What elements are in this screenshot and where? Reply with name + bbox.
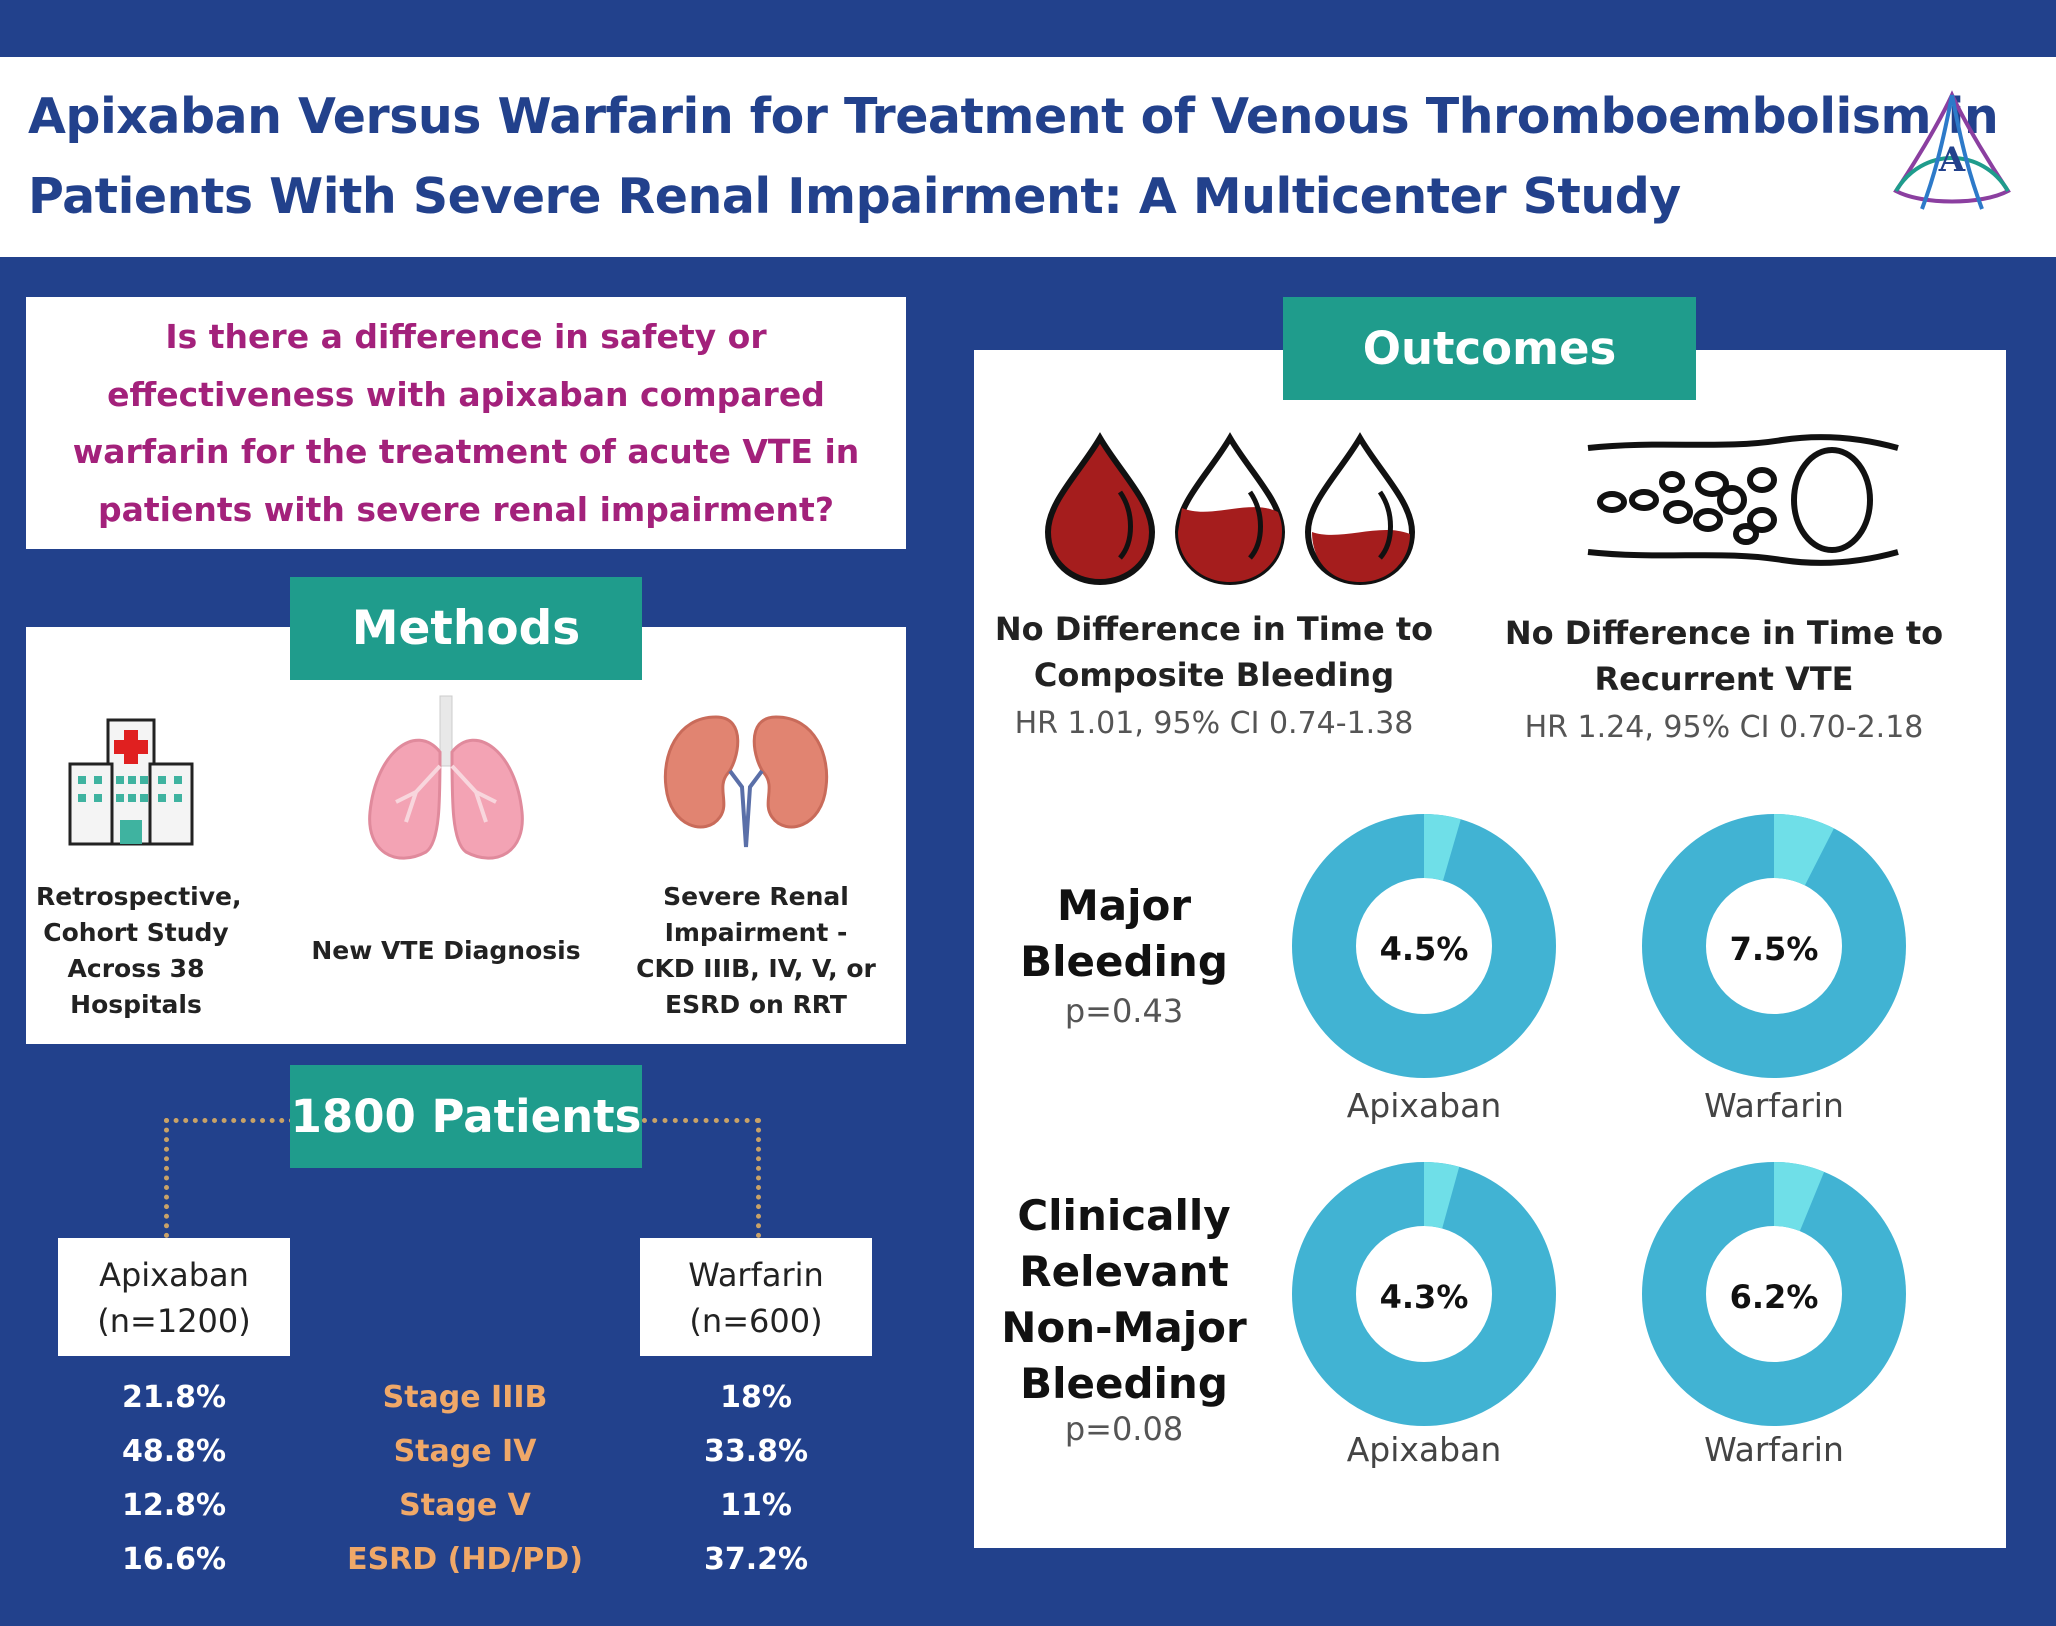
caption-line: No Difference in Time to	[994, 610, 1434, 648]
outcome-bleeding-caption: No Difference in Time to Composite Bleed…	[994, 606, 1434, 698]
caption-line: No Difference in Time to	[1504, 614, 1944, 652]
kidneys-icon	[663, 715, 829, 848]
caption-line: Severe Renal	[663, 882, 849, 911]
blood-drops-icon	[1044, 432, 1416, 586]
lungs-icon	[368, 695, 524, 860]
donut-value-slice	[1422, 814, 1461, 881]
organization-logo-icon: A	[1893, 90, 2011, 210]
method-caption-study: Retrospective, Cohort Study Across 38 Ho…	[36, 879, 242, 1023]
question-line: warfarin for the treatment of acute VTE …	[72, 432, 860, 471]
warfarin-group-box: Warfarin (n=600)	[640, 1238, 872, 1356]
major-apixaban-donut-chart: 4.5%	[1292, 814, 1556, 1078]
apixaban-group-box: Apixaban (n=1200)	[58, 1238, 290, 1356]
apixaban-stage-percent: 12.8%	[121, 1488, 227, 1523]
crnm-bleeding-p-value: p=0.08	[1064, 1410, 1184, 1448]
major-bleeding-p-value: p=0.43	[1064, 992, 1184, 1030]
donut-value-slice	[1772, 1162, 1825, 1232]
svg-text:A: A	[1938, 140, 1966, 180]
label-line: Major	[1056, 881, 1192, 930]
warfarin-stage-percent: 37.2%	[703, 1542, 809, 1577]
caption-line: ESRD on RRT	[665, 990, 847, 1019]
donut-value-label: 4.3%	[1380, 1278, 1469, 1316]
caption-line: Retrospective,	[36, 882, 242, 911]
connector-line	[164, 1118, 294, 1123]
label-line: Non-Major	[1001, 1303, 1247, 1352]
donut-caption: Apixaban	[1346, 1430, 1502, 1469]
label-line: Relevant	[1019, 1247, 1229, 1296]
patients-heading: 1800 Patients	[290, 1065, 642, 1168]
caption-line: New VTE Diagnosis	[311, 936, 581, 965]
question-line: patients with severe renal impairment?	[98, 490, 834, 529]
warfarin-stage-percent: 11%	[720, 1488, 792, 1523]
caption-line: Cohort Study	[43, 918, 229, 947]
outcomes-heading: Outcomes	[1283, 297, 1696, 400]
major-bleeding-label: Major Bleeding	[1014, 878, 1234, 990]
caption-line: Composite Bleeding	[1033, 656, 1395, 694]
apixaban-stage-percent: 16.6%	[121, 1542, 227, 1577]
stage-label: Stage IV	[393, 1434, 537, 1469]
label-line: Bleeding	[1020, 1359, 1228, 1408]
warfarin-stage-percent: 18%	[720, 1380, 792, 1415]
question-line: effectiveness with apixaban compared	[107, 375, 825, 414]
donut-value-slice	[1772, 814, 1834, 886]
connector-line	[164, 1118, 169, 1238]
donut-value-label: 6.2%	[1730, 1278, 1819, 1316]
stage-label: ESRD (HD/PD)	[347, 1542, 583, 1577]
header-banner	[0, 57, 2056, 257]
methods-panel: Retrospective, Cohort Study Across 38 Ho…	[26, 627, 906, 1044]
crnm-apixaban-donut-chart: 4.3%	[1292, 1162, 1556, 1426]
donut-value-label: 4.5%	[1380, 930, 1469, 968]
major-warfarin-donut-chart: 7.5%	[1642, 814, 1906, 1078]
caption-line: Impairment -	[664, 918, 848, 947]
outcome-vte-hr: HR 1.24, 95% CI 0.70-2.18	[1524, 710, 1924, 745]
outcomes-panel: No Difference in Time to Composite Bleed…	[974, 350, 2006, 1548]
donut-caption: Warfarin	[1704, 1086, 1844, 1125]
warfarin-stage-percent: 33.8%	[703, 1434, 809, 1469]
caption-line: Recurrent VTE	[1594, 660, 1854, 698]
stage-label: Stage IIIB	[382, 1380, 548, 1415]
label-line: Bleeding	[1020, 937, 1228, 986]
page-title-line-1: Apixaban Versus Warfarin for Treatment o…	[28, 88, 1999, 145]
crnm-warfarin-donut-chart: 6.2%	[1642, 1162, 1906, 1426]
label-line: Clinically	[1017, 1191, 1231, 1240]
donut-value-label: 7.5%	[1730, 930, 1819, 968]
donut-caption: Apixaban	[1346, 1086, 1502, 1125]
method-caption-vte: New VTE Diagnosis	[296, 933, 596, 969]
group-name: Warfarin	[688, 1256, 824, 1294]
caption-line: Across 38	[67, 954, 205, 983]
method-caption-renal: Severe Renal Impairment - CKD IIIB, IV, …	[626, 879, 886, 1023]
caption-line: Hospitals	[70, 990, 202, 1019]
apixaban-stage-percent: 48.8%	[121, 1434, 227, 1469]
stage-label: Stage V	[399, 1488, 531, 1523]
connector-line	[756, 1118, 761, 1238]
group-name: Apixaban	[99, 1256, 249, 1294]
group-count: (n=1200)	[97, 1302, 251, 1340]
crnm-bleeding-label: Clinically Relevant Non-Major Bleeding	[994, 1188, 1254, 1412]
question-line: Is there a difference in safety or	[165, 317, 767, 356]
caption-line: CKD IIIB, IV, V, or	[636, 954, 876, 983]
donut-value-slice	[1422, 1162, 1460, 1229]
methods-heading: Methods	[290, 577, 642, 680]
outcome-vte-caption: No Difference in Time to Recurrent VTE	[1504, 610, 1944, 702]
research-question-box: Is there a difference in safety or effec…	[26, 297, 906, 549]
blood-vessel-clot-icon	[1587, 434, 1899, 566]
group-count: (n=600)	[689, 1302, 823, 1340]
page-title-line-2: Patients With Severe Renal Impairment: A…	[28, 168, 1681, 225]
donut-caption: Warfarin	[1704, 1430, 1844, 1469]
apixaban-stage-percent: 21.8%	[121, 1380, 227, 1415]
outcome-bleeding-hr: HR 1.01, 95% CI 0.74-1.38	[1014, 706, 1414, 741]
hospital-icon	[68, 718, 194, 846]
connector-line	[642, 1118, 760, 1123]
